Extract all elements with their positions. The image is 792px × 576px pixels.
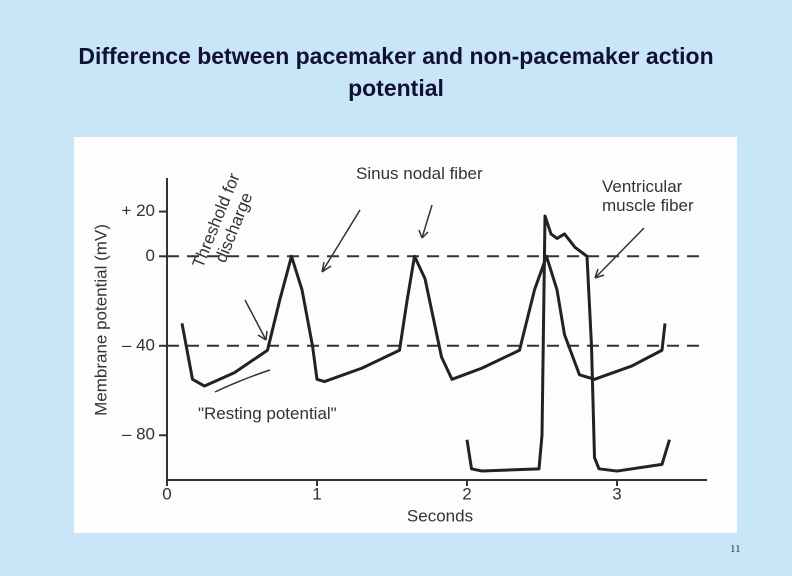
series-line (465, 214, 671, 473)
y-tick-label: – 40 (122, 335, 155, 354)
x-tick-label: 1 (312, 484, 321, 503)
y-tick-label: + 20 (121, 201, 155, 220)
y-tick-label: – 80 (122, 425, 155, 444)
series-label: Ventricular muscle fiber (602, 177, 694, 215)
x-axis-label: Seconds (407, 506, 473, 525)
y-axis-label: Membrane potential (mV) (91, 224, 110, 416)
x-tick-label: 3 (612, 484, 621, 503)
slide-title: Difference between pacemaker and non-pac… (78, 43, 714, 101)
x-tick-label: 0 (162, 484, 171, 503)
page-number: 11 (730, 543, 741, 555)
resting-annotation: "Resting potential" (198, 404, 337, 423)
series-line (180, 254, 667, 388)
series-label: Sinus nodal fiber (356, 164, 483, 183)
arrows (214, 204, 645, 393)
y-tick-label: 0 (146, 246, 155, 265)
x-tick-label: 2 (462, 484, 471, 503)
